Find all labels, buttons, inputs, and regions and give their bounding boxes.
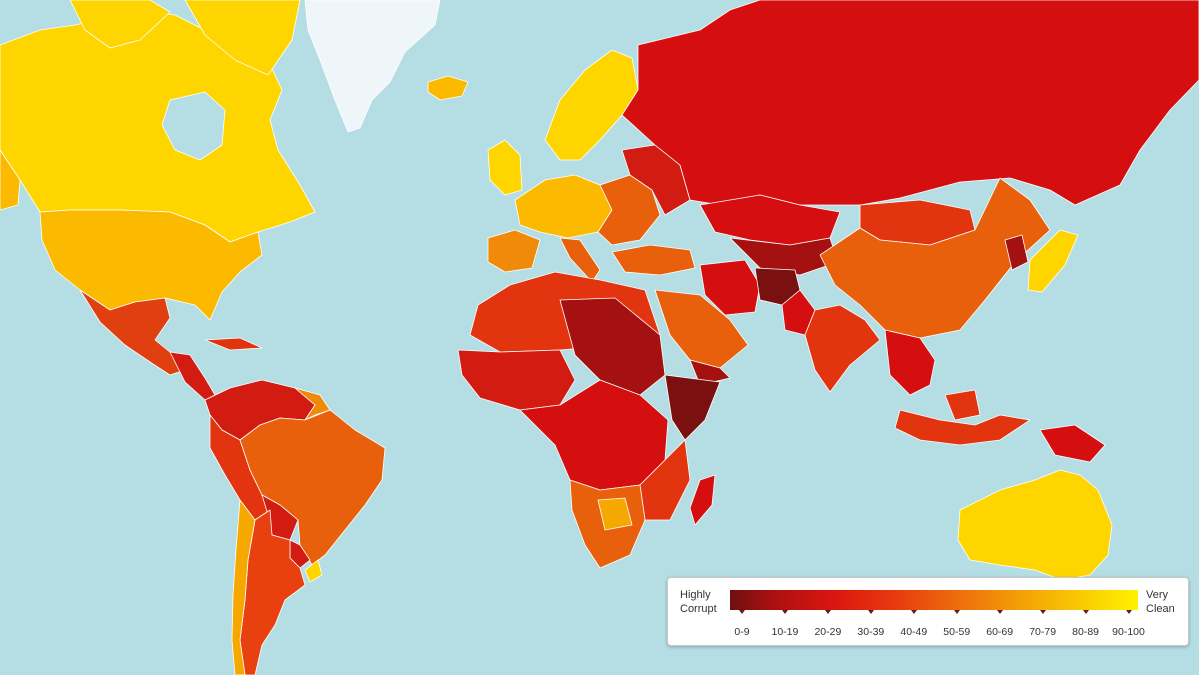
country-libya-sudan[interactable] [559,297,666,396]
legend-tick [910,610,917,614]
legend-right-line1: Very [1146,589,1169,601]
legend-tick [739,610,745,614]
country-korea[interactable] [1004,234,1029,271]
country-new-guinea[interactable] [1039,424,1106,463]
legend-range-label: 80-89 [1072,626,1100,638]
country-canada-arctic-islands[interactable] [69,0,171,49]
country-iran[interactable] [699,259,761,316]
country-turkey[interactable] [611,244,696,276]
country-chile[interactable] [231,499,256,675]
legend-tick [996,610,1003,614]
country-australia[interactable] [957,469,1113,581]
legend-range-label: 70-79 [1029,626,1057,638]
country-uruguay[interactable] [304,559,323,583]
legend-color-gradient [730,590,1138,610]
legend-tick [824,610,831,614]
country-iceland[interactable] [427,75,469,101]
country-arabian-peninsula[interactable] [654,289,749,369]
country-india[interactable] [804,304,881,393]
legend-range-label: 50-59 [943,626,971,638]
country-iberia[interactable] [487,229,541,273]
legend-tick [781,610,788,614]
country-uk-ireland[interactable] [487,139,523,196]
legend-tick [1039,610,1046,614]
map-legend: Highly Corrupt Very Clean 0-9 10-19 20-29 3… [667,577,1189,646]
country-guianas[interactable] [294,387,331,421]
legend-range-label: 20-29 [814,626,842,638]
country-usa-alaska[interactable] [0,149,21,211]
country-borneo[interactable] [944,389,981,421]
legend-range-label: 90-100 [1112,626,1145,638]
legend-range-labels: 0-9 10-19 20-29 30-39 40-49 50-59 60-69 70-79 80… [730,626,1150,640]
legend-highly-corrupt-label: Highly Corrupt [680,588,717,616]
legend-tick [953,610,960,614]
country-italy[interactable] [559,237,601,283]
legend-ticks [730,610,1138,616]
country-china[interactable] [819,177,1051,339]
legend-range-label: 0-9 [734,626,750,638]
legend-range-label: 30-39 [857,626,885,638]
legend-very-clean-label: Very Clean [1146,588,1175,616]
legend-range-label: 10-19 [771,626,799,638]
country-cuba[interactable] [204,337,263,351]
country-canada-baffin[interactable] [184,0,301,76]
country-japan[interactable] [1027,229,1079,293]
legend-range-label: 60-69 [986,626,1014,638]
country-greenland [304,0,441,133]
country-russia[interactable] [621,0,1199,206]
legend-left-line2: Corrupt [680,603,717,615]
legend-tick [867,610,874,614]
country-madagascar[interactable] [689,474,716,526]
legend-tick [1082,610,1089,614]
country-indonesia[interactable] [894,409,1031,446]
hudson-bay [161,91,226,161]
legend-left-line1: Highly [680,589,711,601]
legend-range-label: 40-49 [900,626,928,638]
country-somalia[interactable] [664,374,721,441]
country-botswana-namibia[interactable] [597,497,633,531]
country-southeast-asia[interactable] [884,329,936,396]
country-yemen[interactable] [689,359,731,386]
legend-right-line2: Clean [1146,603,1175,615]
legend-tick [1125,610,1132,614]
